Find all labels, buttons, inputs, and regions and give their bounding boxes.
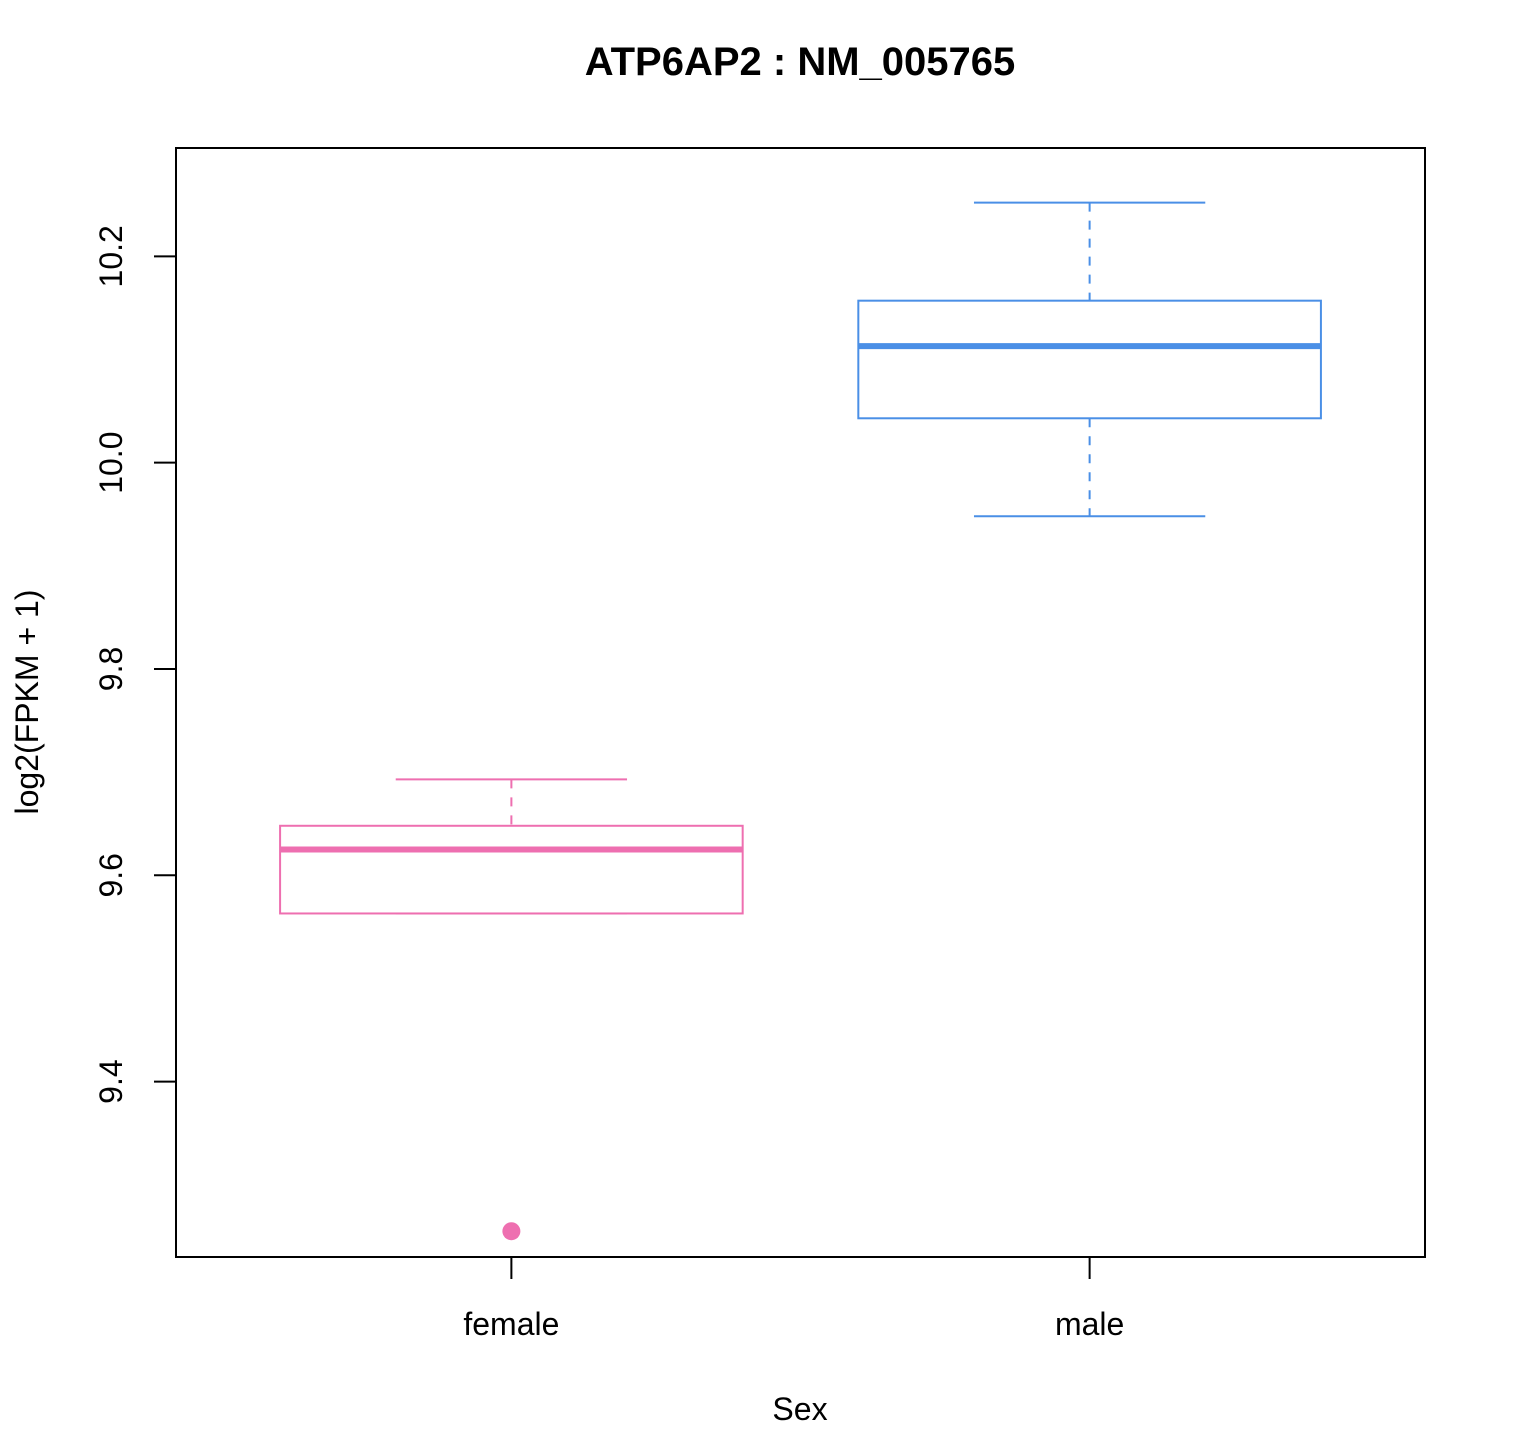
y-axis: 9.4 9.6 9.8 10.0 10.2	[93, 225, 177, 1104]
y-axis-label: log2(FPKM + 1)	[9, 590, 45, 815]
plot-frame	[175, 147, 1426, 1258]
y-tick-label: 9.4	[93, 1059, 129, 1103]
y-tick-label: 10.0	[93, 432, 129, 494]
x-tick-label: male	[1055, 1306, 1124, 1342]
x-axis: female male	[463, 1257, 1124, 1342]
boxes	[279, 201, 1322, 1241]
chart-title: ATP6AP2 : NM_005765	[585, 40, 1016, 84]
x-tick-label: female	[463, 1306, 559, 1342]
y-tick-label: 9.6	[93, 853, 129, 897]
box-male	[857, 201, 1322, 518]
y-tick-label: 9.8	[93, 647, 129, 691]
box-rect	[857, 299, 1322, 420]
y-tick-label: 10.2	[93, 225, 129, 287]
x-axis-label: Sex	[772, 1391, 827, 1427]
outlier-point	[502, 1222, 521, 1241]
box-female	[279, 778, 744, 1241]
box-rect	[279, 824, 744, 915]
